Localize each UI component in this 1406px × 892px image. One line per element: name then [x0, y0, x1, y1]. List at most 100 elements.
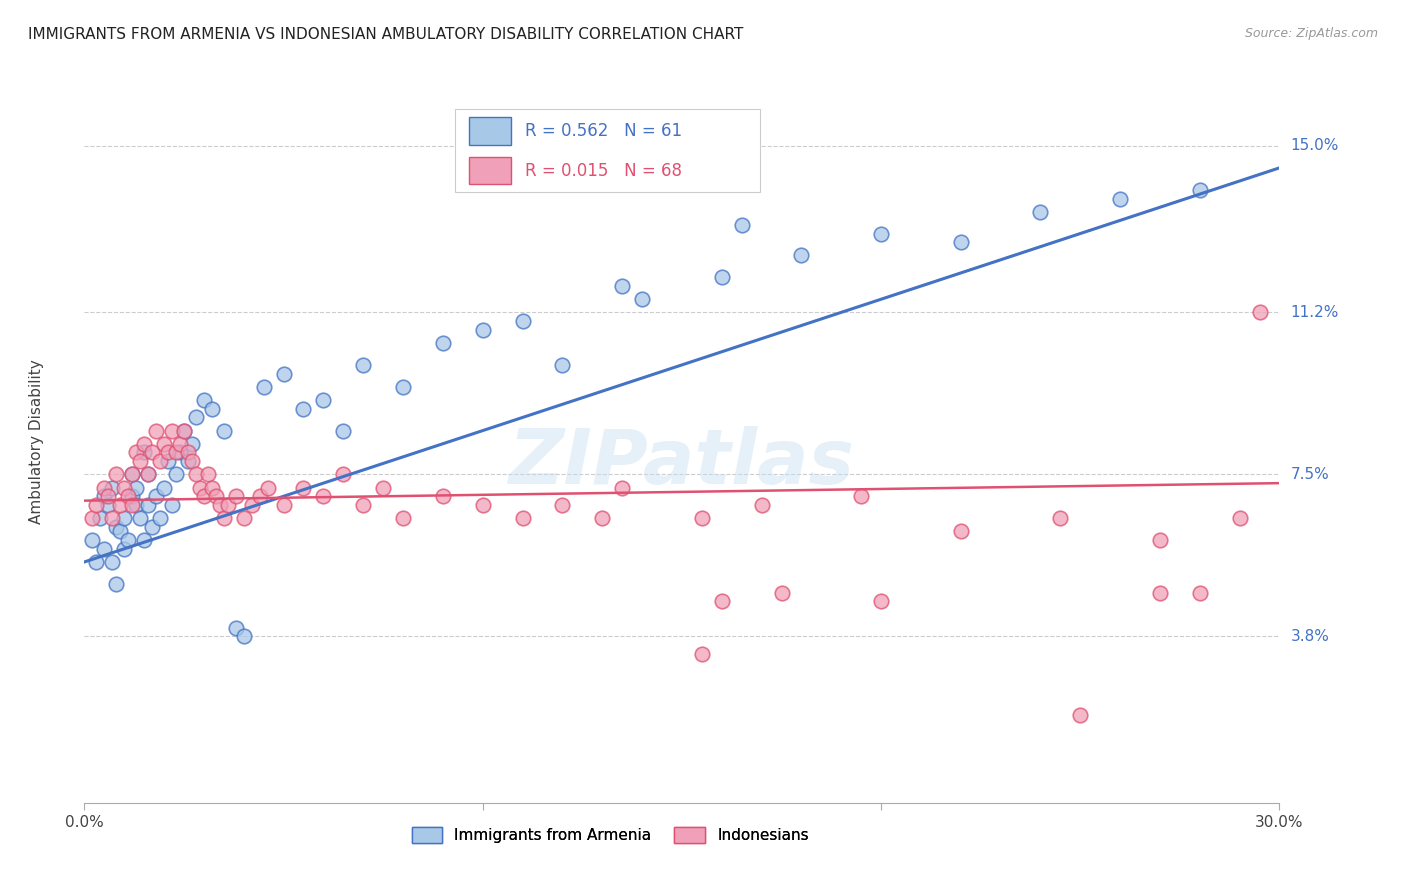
Point [169, 436, 191, 450]
Point [591, 511, 613, 525]
Point [312, 392, 335, 407]
Point [121, 498, 143, 512]
Point [160, 498, 183, 512]
Point [690, 647, 713, 661]
Point [870, 594, 893, 608]
Point [225, 489, 247, 503]
Point [292, 401, 315, 416]
Point [121, 467, 143, 482]
FancyBboxPatch shape [456, 109, 759, 193]
Point [105, 577, 128, 591]
Point [121, 489, 143, 503]
Point [212, 424, 235, 438]
Point [149, 511, 172, 525]
Point [160, 424, 183, 438]
Point [392, 511, 415, 525]
Point [141, 445, 163, 459]
Point [1149, 533, 1171, 547]
Point [949, 524, 972, 539]
Point [181, 454, 204, 468]
Point [631, 292, 654, 306]
Point [101, 481, 124, 495]
Point [136, 498, 159, 512]
Point [132, 436, 156, 450]
Point [512, 314, 534, 328]
Point [188, 481, 211, 495]
Point [117, 489, 139, 503]
Point [612, 279, 634, 293]
Point [136, 467, 159, 482]
Point [232, 629, 254, 643]
Point [751, 498, 773, 512]
Point [86, 555, 108, 569]
Point [177, 445, 200, 459]
Point [1109, 192, 1132, 206]
Point [273, 498, 295, 512]
Point [177, 454, 200, 468]
Point [184, 410, 207, 425]
Point [710, 594, 733, 608]
Point [82, 533, 104, 547]
Point [512, 511, 534, 525]
Point [105, 467, 128, 482]
Text: IMMIGRANTS FROM ARMENIA VS INDONESIAN AMBULATORY DISABILITY CORRELATION CHART: IMMIGRANTS FROM ARMENIA VS INDONESIAN AM… [28, 27, 744, 42]
Text: R = 0.015   N = 68: R = 0.015 N = 68 [526, 161, 682, 179]
Point [731, 218, 754, 232]
Point [392, 380, 415, 394]
Point [193, 489, 215, 503]
Point [790, 248, 813, 262]
Point [612, 481, 634, 495]
Point [217, 498, 239, 512]
Point [93, 489, 115, 503]
Point [112, 481, 135, 495]
Point [129, 511, 152, 525]
Point [197, 467, 219, 482]
Point [373, 481, 395, 495]
Point [1149, 585, 1171, 599]
Point [870, 227, 893, 241]
Point [208, 498, 231, 512]
Point [129, 454, 152, 468]
Point [93, 541, 115, 556]
Point [240, 498, 263, 512]
Point [125, 481, 148, 495]
Point [112, 541, 135, 556]
Point [551, 498, 574, 512]
Point [157, 454, 180, 468]
Point [110, 524, 132, 539]
Point [173, 424, 195, 438]
Point [249, 489, 271, 503]
Text: ZIPatlas: ZIPatlas [509, 426, 855, 500]
Point [292, 481, 315, 495]
Point [165, 467, 187, 482]
Point [136, 467, 159, 482]
Point [149, 454, 172, 468]
Point [225, 621, 247, 635]
Point [145, 489, 167, 503]
Point [89, 511, 111, 525]
Point [471, 498, 494, 512]
Point [352, 358, 374, 372]
Point [1049, 511, 1071, 525]
Point [86, 498, 108, 512]
Point [1069, 708, 1091, 723]
Point [690, 511, 713, 525]
Point [432, 489, 454, 503]
Point [273, 367, 295, 381]
Point [949, 235, 972, 250]
Point [181, 436, 204, 450]
Point [153, 436, 176, 450]
Point [157, 445, 180, 459]
Point [332, 424, 354, 438]
Point [121, 467, 143, 482]
Text: Ambulatory Disability: Ambulatory Disability [30, 359, 44, 524]
Point [770, 585, 793, 599]
Point [201, 481, 224, 495]
Point [352, 498, 374, 512]
Point [710, 270, 733, 285]
Point [1188, 585, 1211, 599]
Point [117, 533, 139, 547]
Text: 15.0%: 15.0% [1291, 138, 1339, 153]
Text: 3.8%: 3.8% [1291, 629, 1330, 644]
Point [212, 511, 235, 525]
